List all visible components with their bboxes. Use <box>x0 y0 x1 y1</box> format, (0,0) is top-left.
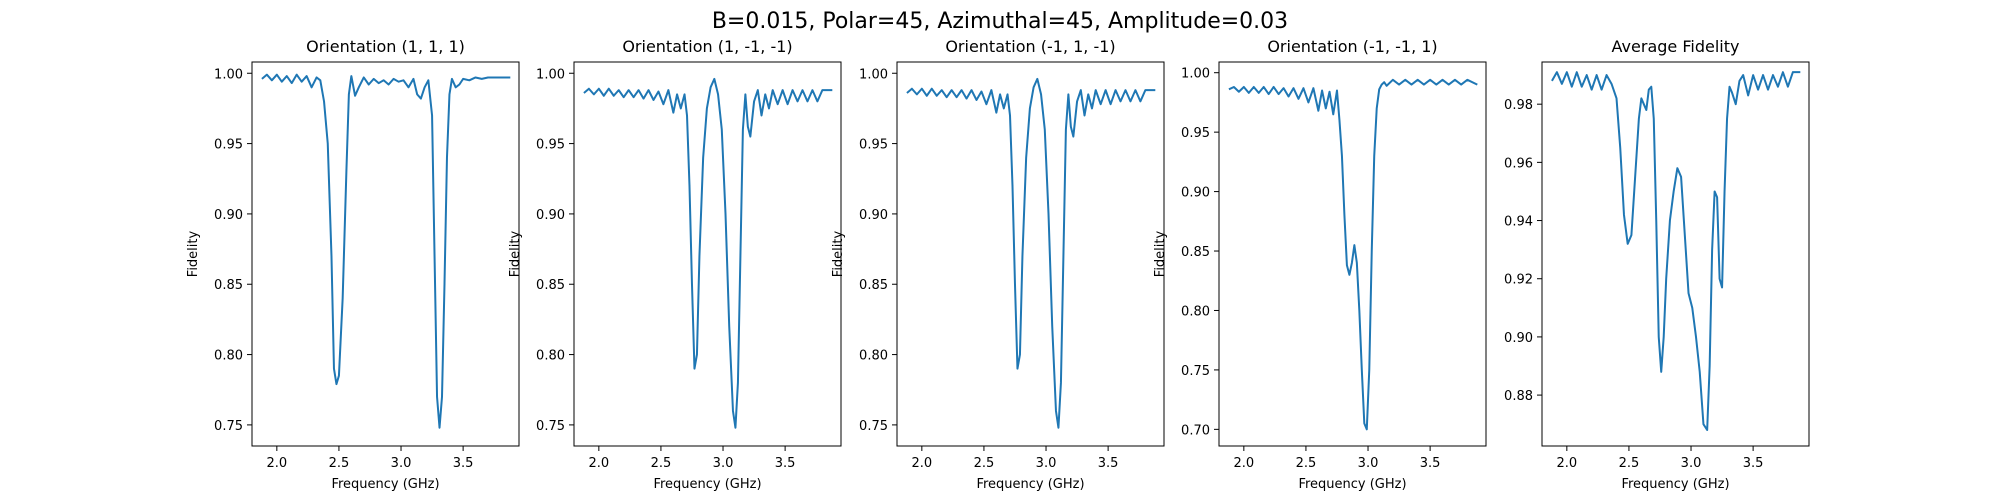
y-tick-label: 0.85 <box>536 278 565 293</box>
x-tick-label: 3.5 <box>453 456 474 471</box>
y-tick-label: 1.00 <box>214 67 243 82</box>
y-tick-label: 0.90 <box>859 208 888 223</box>
y-axis-label: Fidelity <box>508 230 523 277</box>
x-tick-label: 2.0 <box>1556 456 1577 471</box>
subplot-2: Orientation (1, -1, -1) 2.0 2.5 3.0 3.5 0.75 0… <box>508 37 842 492</box>
y-tick-label: 0.95 <box>1181 126 1210 141</box>
y-tick-label: 0.95 <box>859 138 888 153</box>
subplot-title: Orientation (-1, 1, -1) <box>945 37 1115 56</box>
x-tick-label: 2.5 <box>1296 456 1317 471</box>
y-tick-label: 0.75 <box>1181 364 1210 379</box>
series-line <box>1551 71 1801 431</box>
y-tick-label: 0.96 <box>1504 156 1533 171</box>
x-tick-label: 2.0 <box>1233 456 1254 471</box>
y-tick-label: 0.85 <box>1181 245 1210 260</box>
y-axis-label: Fidelity <box>831 230 846 277</box>
x-tick-label: 3.0 <box>1036 456 1057 471</box>
x-axis-label: Frequency (GHz) <box>1298 477 1406 492</box>
subplot-3: Orientation (-1, 1, -1) 2.0 2.5 3.0 3.5 0.75 0… <box>831 37 1165 492</box>
x-tick-label: 2.5 <box>329 456 350 471</box>
y-tick-label: 0.80 <box>859 349 888 364</box>
y-tick-label: 0.90 <box>1181 186 1210 201</box>
subplot-5: Average Fidelity 2.0 2.5 3.0 3.5 0.88 0.90 0.92… <box>1504 37 1810 492</box>
y-tick-label: 1.00 <box>536 67 565 82</box>
y-tick-label: 0.88 <box>1504 389 1533 404</box>
x-axis-label: Frequency (GHz) <box>976 477 1084 492</box>
x-tick-label: 3.5 <box>1743 456 1764 471</box>
x-tick-label: 2.0 <box>266 456 287 471</box>
series-line <box>583 77 833 429</box>
y-tick-label: 0.75 <box>859 419 888 434</box>
y-tick-label: 0.80 <box>536 349 565 364</box>
series-line <box>261 73 511 429</box>
y-axis-label: Fidelity <box>1153 230 1168 277</box>
y-tick-label: 0.95 <box>214 138 243 153</box>
y-tick-label: 0.85 <box>214 278 243 293</box>
x-tick-label: 2.0 <box>911 456 932 471</box>
x-tick-label: 3.0 <box>1358 456 1379 471</box>
y-tick-label: 0.75 <box>536 419 565 434</box>
x-tick-label: 3.5 <box>1420 456 1441 471</box>
y-tick-label: 0.92 <box>1504 273 1533 288</box>
y-tick-label: 0.85 <box>859 278 888 293</box>
series-line <box>906 77 1156 429</box>
x-tick-label: 2.0 <box>588 456 609 471</box>
y-tick-label: 0.98 <box>1504 98 1533 113</box>
x-axis-label: Frequency (GHz) <box>653 477 761 492</box>
subplot-4: Orientation (-1, -1, 1) 2.0 2.5 3.0 3.5 0.70 0… <box>1153 37 1487 492</box>
axes-frame <box>1218 61 1487 447</box>
x-tick-label: 3.0 <box>391 456 412 471</box>
subplot-title: Average Fidelity <box>1612 37 1740 56</box>
y-tick-label: 0.80 <box>1181 304 1210 319</box>
y-tick-label: 0.90 <box>1504 331 1533 346</box>
axes-frame <box>573 61 842 447</box>
y-tick-label: 1.00 <box>859 67 888 82</box>
x-tick-label: 3.0 <box>1681 456 1702 471</box>
subplot-title: Orientation (-1, -1, 1) <box>1267 37 1437 56</box>
y-tick-label: 0.80 <box>214 349 243 364</box>
axes-frame <box>251 61 520 447</box>
x-tick-label: 2.5 <box>651 456 672 471</box>
x-tick-label: 3.5 <box>1098 456 1119 471</box>
axes-frame <box>896 61 1165 447</box>
y-tick-label: 0.75 <box>214 419 243 434</box>
subplots: Orientation (1, 1, 1) 2.0 2.5 3.0 3.5 0.75 0.8… <box>186 37 1810 492</box>
x-axis-label: Frequency (GHz) <box>331 477 439 492</box>
figure-suptitle: B=0.015, Polar=45, Azimuthal=45, Amplitu… <box>712 9 1288 34</box>
y-tick-label: 0.70 <box>1181 423 1210 438</box>
x-tick-label: 3.5 <box>775 456 796 471</box>
x-axis-label: Frequency (GHz) <box>1621 477 1729 492</box>
subplot-1: Orientation (1, 1, 1) 2.0 2.5 3.0 3.5 0.75 0.8… <box>186 37 520 492</box>
y-tick-label: 0.90 <box>536 208 565 223</box>
x-tick-label: 2.5 <box>1619 456 1640 471</box>
x-tick-label: 2.5 <box>974 456 995 471</box>
subplot-title: Orientation (1, -1, -1) <box>622 37 792 56</box>
y-axis-label: Fidelity <box>186 230 201 277</box>
subplot-title: Orientation (1, 1, 1) <box>306 37 465 56</box>
y-tick-label: 0.94 <box>1504 215 1533 230</box>
series-line <box>1228 78 1478 431</box>
y-tick-label: 1.00 <box>1181 67 1210 82</box>
y-tick-label: 0.95 <box>536 138 565 153</box>
x-tick-label: 3.0 <box>713 456 734 471</box>
axes-frame <box>1541 61 1810 447</box>
y-tick-label: 0.90 <box>214 208 243 223</box>
